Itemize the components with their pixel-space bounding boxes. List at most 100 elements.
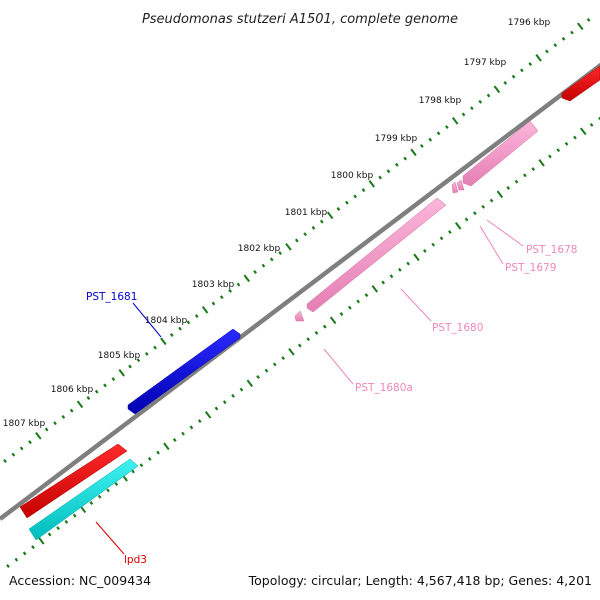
scale-minor-tick <box>278 251 282 256</box>
scale-major-tick <box>371 285 379 293</box>
scale-minor-tick <box>545 49 549 54</box>
feature-pst-1678[interactable] <box>462 120 539 187</box>
scale-minor-tick <box>61 414 66 419</box>
scale-minor-tick <box>356 299 360 304</box>
kbp-label: 1796 kbp <box>508 18 551 28</box>
leader-pst-1680a <box>323 348 354 385</box>
scale-minor-tick <box>6 564 10 568</box>
scale-minor-tick <box>361 188 366 193</box>
scale-minor-tick <box>272 362 277 367</box>
scale-minor-tick <box>420 144 424 148</box>
scale-minor-tick <box>269 257 274 262</box>
scale-major-tick <box>288 347 295 356</box>
scale-minor-tick <box>14 557 19 562</box>
feature-pst-1678-small[interactable] <box>456 179 465 191</box>
scale-major-tick <box>35 431 42 440</box>
scale-minor-tick <box>64 519 69 524</box>
feature-cyan[interactable] <box>28 458 139 541</box>
scale-minor-tick <box>211 301 216 306</box>
scale-minor-tick <box>531 167 536 171</box>
scale-minor-tick <box>381 280 385 285</box>
map-title: Pseudomonas stutzeri A1501, complete gen… <box>142 12 458 27</box>
label-lpd3[interactable]: lpd3 <box>124 554 147 566</box>
scale-minor-tick <box>69 408 74 413</box>
scale-minor-tick <box>431 242 436 247</box>
label-pst-1679[interactable]: PST_1679 <box>505 262 556 274</box>
label-pst-1680a[interactable]: PST_1680a <box>355 382 413 394</box>
feature-pst-1680a[interactable] <box>294 310 305 322</box>
scale-minor-tick <box>72 513 77 518</box>
scale-minor-tick <box>481 204 486 209</box>
feature-pst-1679[interactable] <box>451 181 459 194</box>
scale-minor-tick <box>353 194 357 199</box>
kbp-label: 1802 kbp <box>238 244 281 254</box>
scale-minor-tick <box>398 267 402 272</box>
scale-minor-tick <box>586 18 591 22</box>
scale-minor-tick <box>523 173 527 178</box>
kbp-label: 1803 kbp <box>192 280 235 290</box>
genome-backbone <box>0 62 600 521</box>
scale-major-tick <box>285 242 292 251</box>
feature-red-outer[interactable] <box>561 65 600 102</box>
label-pst-1680[interactable]: PST_1680 <box>432 322 483 334</box>
scale-minor-tick <box>348 305 352 310</box>
scale-minor-tick <box>11 452 16 457</box>
scale-minor-tick <box>261 263 266 268</box>
scale-minor-tick <box>214 406 219 411</box>
scale-minor-tick <box>194 314 199 319</box>
feature-red-lpd3[interactable] <box>19 443 128 519</box>
feature-pst-1680[interactable] <box>306 197 447 313</box>
scale-minor-tick <box>389 274 394 279</box>
scale-major-tick <box>246 379 253 388</box>
scale-major-tick <box>496 190 504 199</box>
scale-minor-tick <box>395 162 399 167</box>
scale-minor-tick <box>486 93 491 98</box>
scale-minor-tick <box>428 137 433 142</box>
scale-minor-tick <box>28 440 32 445</box>
scale-minor-tick <box>31 545 35 550</box>
scale-minor-tick <box>406 261 410 266</box>
scale-minor-tick <box>297 343 302 348</box>
scale-major-tick <box>163 442 170 451</box>
scale-minor-tick <box>47 532 52 537</box>
scale-major-tick <box>38 536 45 545</box>
scale-minor-tick <box>336 207 341 211</box>
scale-minor-tick <box>128 364 132 369</box>
kbp-label: 1800 kbp <box>331 171 374 181</box>
scale-minor-tick <box>253 270 257 274</box>
scale-major-tick <box>368 180 376 188</box>
kbp-label: 1799 kbp <box>375 134 418 144</box>
scale-minor-tick <box>281 356 285 361</box>
accession-text: Accession: NC_009434 <box>9 573 151 588</box>
scale-minor-tick <box>153 345 157 350</box>
scale-minor-tick <box>564 141 569 146</box>
scale-ring-inner <box>6 116 600 568</box>
label-pst-1678[interactable]: PST_1678 <box>526 244 577 256</box>
leader-pst-1681 <box>132 302 162 338</box>
scale-minor-tick <box>236 282 241 287</box>
scale-minor-tick <box>231 393 235 398</box>
kbp-label: 1797 kbp <box>464 58 507 68</box>
scale-minor-tick <box>86 396 91 400</box>
scale-minor-tick <box>570 30 574 35</box>
scale-minor-tick <box>136 358 141 363</box>
scale-minor-tick <box>303 232 307 237</box>
scale-major-tick <box>410 148 417 157</box>
label-pst-1681[interactable]: PST_1681 <box>86 291 137 303</box>
scale-minor-tick <box>294 238 299 243</box>
scale-minor-tick <box>189 425 194 430</box>
scale-minor-tick <box>156 450 160 455</box>
scale-major-tick <box>204 411 212 419</box>
scale-minor-tick <box>186 320 191 325</box>
scale-minor-tick <box>131 469 135 474</box>
scale-minor-tick <box>306 337 310 342</box>
scale-major-tick <box>160 337 167 346</box>
scale-minor-tick <box>514 179 519 184</box>
scale-major-tick <box>201 306 209 314</box>
feature-pst-1681[interactable] <box>127 328 241 415</box>
scale-minor-tick <box>172 438 177 442</box>
scale-major-tick <box>538 159 545 167</box>
kbp-label: 1806 kbp <box>51 385 94 395</box>
scale-minor-tick <box>114 482 119 487</box>
scale-minor-tick <box>345 200 349 205</box>
